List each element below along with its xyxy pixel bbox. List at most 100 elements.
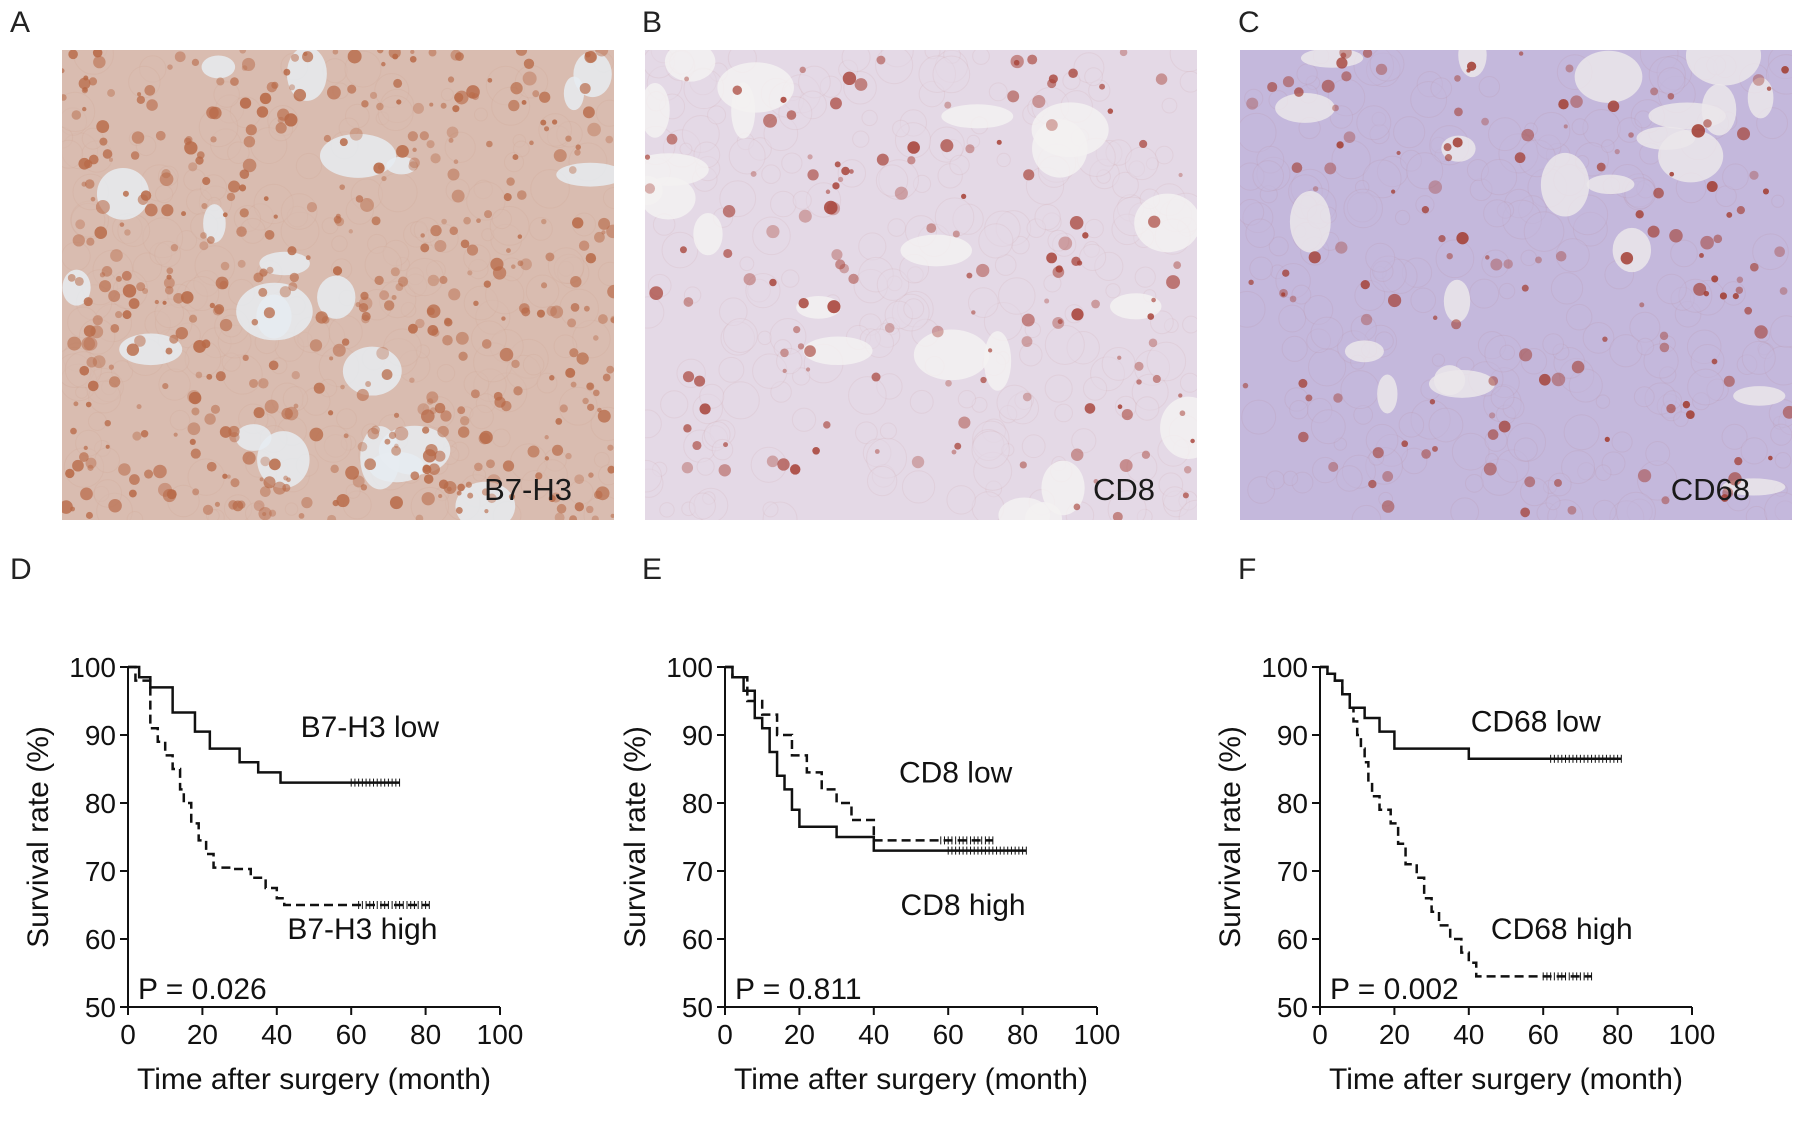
tissue-cell: [781, 152, 803, 174]
stained-nucleus: [81, 337, 96, 351]
tissue-cell: [1555, 238, 1590, 273]
stained-nucleus: [966, 272, 973, 279]
stained-nucleus: [1604, 436, 1610, 442]
tissue-cell: [957, 390, 977, 409]
gland-lumen: [693, 212, 723, 256]
stained-nucleus: [230, 77, 239, 86]
stained-nucleus: [722, 205, 736, 218]
tissue-cell: [1565, 303, 1593, 331]
tissue-cell: [1721, 423, 1748, 450]
stained-nucleus: [551, 444, 564, 456]
stained-nucleus: [1381, 500, 1395, 513]
stained-nucleus: [718, 464, 731, 477]
tissue-cell: [1105, 283, 1121, 299]
stained-nucleus: [397, 276, 409, 287]
stained-nucleus: [1481, 117, 1489, 126]
tissue-cell: [1656, 273, 1687, 305]
stained-nucleus: [453, 159, 459, 165]
gland-lumen: [235, 424, 272, 451]
stained-nucleus: [377, 50, 384, 54]
stained-nucleus: [115, 311, 123, 319]
gland-lumen: [319, 133, 397, 178]
stained-nucleus: [128, 489, 137, 498]
stained-nucleus: [452, 105, 460, 113]
stained-nucleus: [85, 511, 93, 519]
tissue-cell: [722, 318, 758, 354]
stained-nucleus: [510, 82, 523, 95]
stained-nucleus: [242, 354, 249, 362]
stained-nucleus: [284, 406, 299, 421]
stained-nucleus: [187, 422, 201, 436]
stained-nucleus: [486, 493, 497, 504]
stained-nucleus: [428, 50, 437, 57]
stained-nucleus: [108, 290, 121, 303]
tissue-cell: [696, 457, 715, 476]
stained-nucleus: [832, 182, 840, 190]
gland-lumen: [1433, 365, 1466, 396]
stained-nucleus: [313, 382, 325, 394]
stained-nucleus: [119, 222, 125, 227]
tissue-cell: [473, 107, 488, 122]
tissue-cell: [1563, 414, 1600, 451]
x-tick-label: 60: [336, 1019, 367, 1050]
tissue-cell: [875, 50, 914, 85]
panel-letter-a: A: [10, 6, 31, 39]
gland-lumen: [717, 62, 794, 113]
tissue-cell: [1169, 50, 1197, 73]
stained-nucleus: [1312, 186, 1319, 192]
stained-nucleus: [110, 249, 123, 262]
tissue-cell: [568, 479, 594, 505]
tissue-cell: [1752, 233, 1789, 271]
tissue-cell: [1249, 256, 1273, 281]
tissue-cell: [485, 274, 525, 315]
stained-nucleus: [1669, 171, 1675, 177]
stained-nucleus: [1503, 259, 1513, 269]
stained-nucleus: [1614, 149, 1620, 155]
km-svg-f: 50 60 70 80 90 100 0 20 40 60 80 100 Time after surg…: [1214, 652, 1715, 1096]
stained-nucleus: [392, 53, 399, 60]
tissue-cell: [711, 438, 734, 461]
tissue-cell: [295, 152, 323, 180]
stained-nucleus: [780, 96, 787, 103]
y-tick-label: 100: [1261, 652, 1308, 683]
tissue-cell: [858, 232, 887, 261]
stained-nucleus: [153, 464, 167, 479]
stained-nucleus: [161, 204, 174, 217]
stained-nucleus: [1190, 438, 1195, 444]
stained-nucleus: [823, 200, 838, 215]
tissue-cell: [1311, 456, 1339, 484]
gland-lumen: [1574, 50, 1643, 103]
stained-nucleus: [394, 426, 409, 441]
gland-lumen: [1160, 396, 1197, 459]
stained-nucleus: [940, 139, 954, 153]
gland-lumen: [201, 55, 236, 79]
stained-nucleus: [413, 102, 424, 114]
stained-nucleus: [520, 258, 532, 271]
tissue-cell: [377, 95, 414, 132]
stained-nucleus: [723, 248, 733, 259]
stained-nucleus: [572, 217, 584, 229]
stained-nucleus: [907, 141, 920, 154]
stained-nucleus: [92, 355, 106, 369]
stained-nucleus: [544, 435, 549, 440]
tissue-cell: [1268, 236, 1289, 257]
stained-nucleus: [1368, 479, 1377, 489]
stained-nucleus: [154, 299, 159, 305]
stained-nucleus: [273, 214, 278, 219]
stained-nucleus: [1021, 336, 1033, 347]
x-tick-label: 80: [1602, 1019, 1633, 1050]
stained-nucleus: [65, 468, 75, 479]
stained-nucleus: [587, 403, 595, 411]
stained-nucleus: [1117, 404, 1123, 410]
stained-nucleus: [471, 93, 479, 101]
gland-lumen: [645, 82, 670, 138]
stained-nucleus: [90, 196, 96, 202]
stained-nucleus: [214, 501, 221, 507]
tissue-cell: [1410, 287, 1437, 314]
y-tick-label: 50: [682, 992, 713, 1023]
tissue-cell: [1657, 67, 1686, 96]
tissue-cell: [336, 408, 358, 430]
stained-nucleus: [1387, 293, 1402, 308]
stained-nucleus: [264, 399, 279, 414]
stained-nucleus: [1328, 461, 1339, 472]
